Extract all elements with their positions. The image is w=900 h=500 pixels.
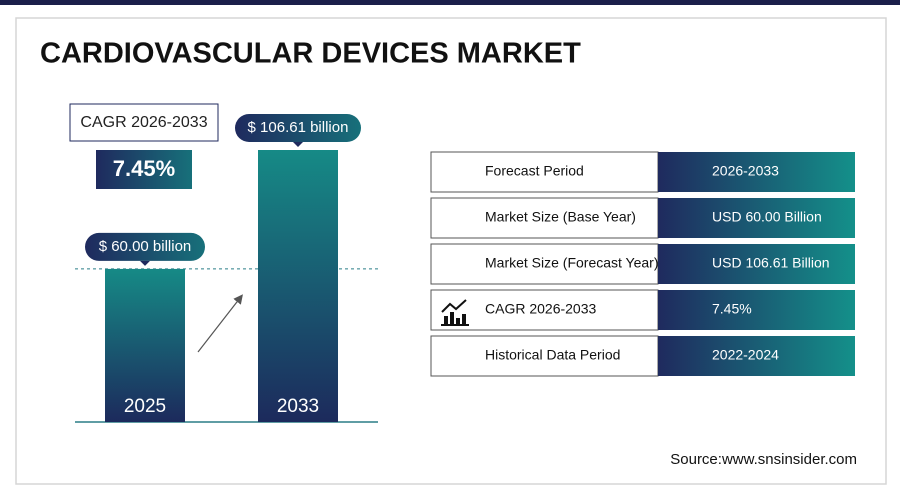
- row-label-cell: [430, 335, 659, 377]
- icon-bar: [444, 316, 448, 324]
- row-label-cell: [430, 151, 659, 193]
- row-label-cell: [430, 289, 659, 331]
- pill-pointer: [140, 260, 150, 266]
- icon-bar: [462, 314, 466, 324]
- row-value: USD 60.00 Billion: [712, 209, 822, 225]
- row-label-cell: [430, 197, 659, 239]
- cagr-label: CAGR 2026-2033: [80, 114, 207, 131]
- icon-bar: [450, 312, 454, 324]
- row-label: CAGR 2026-2033: [485, 301, 597, 317]
- pill-pointer: [293, 142, 303, 147]
- row-value-cell: [658, 290, 855, 330]
- bar: [105, 268, 185, 422]
- bars: 2025 $ 60.00 billion 2033 $ 106.61 billion: [75, 114, 378, 422]
- chart-icon: [441, 299, 469, 326]
- top-bar: [0, 0, 900, 5]
- bar: [258, 150, 338, 422]
- row-value: 2026-2033: [712, 163, 779, 179]
- cagr-value: 7.45%: [113, 156, 175, 181]
- x-tick-label: 2025: [124, 396, 166, 417]
- row-value-cell: [658, 198, 855, 238]
- row-label: Forecast Period: [485, 163, 584, 179]
- cagr-label-box: [69, 103, 219, 142]
- icon-line: [441, 299, 467, 313]
- table: Forecast Period 2026-2033 Market Size (Bas…: [430, 151, 855, 377]
- row-label: Historical Data Period: [485, 347, 620, 363]
- row-value: 7.45%: [712, 301, 752, 317]
- value-pill: [85, 232, 205, 261]
- x-tick-label: 2033: [277, 396, 319, 417]
- row-value: 2022-2024: [712, 347, 779, 363]
- row-value: USD 106.61 Billion: [712, 255, 830, 271]
- row-label: Market Size (Forecast Year): [485, 255, 659, 271]
- row-value-cell: [658, 244, 855, 284]
- icon-bar: [456, 318, 460, 324]
- row-label: Market Size (Base Year): [485, 209, 636, 225]
- value-label: $ 60.00 billion: [99, 238, 192, 255]
- row-value-cell: [658, 152, 855, 192]
- title: CARDIOVASCULAR DEVICES MARKET: [40, 38, 581, 70]
- source: Source:www.snsinsider.com: [670, 451, 857, 468]
- value-label: $ 106.61 billion: [248, 119, 349, 136]
- row-label-cell: [430, 243, 659, 285]
- cagr-value-box: [96, 150, 192, 189]
- growth-arrow: [197, 294, 243, 353]
- value-pill: [235, 114, 361, 142]
- row-value-cell: [658, 336, 855, 376]
